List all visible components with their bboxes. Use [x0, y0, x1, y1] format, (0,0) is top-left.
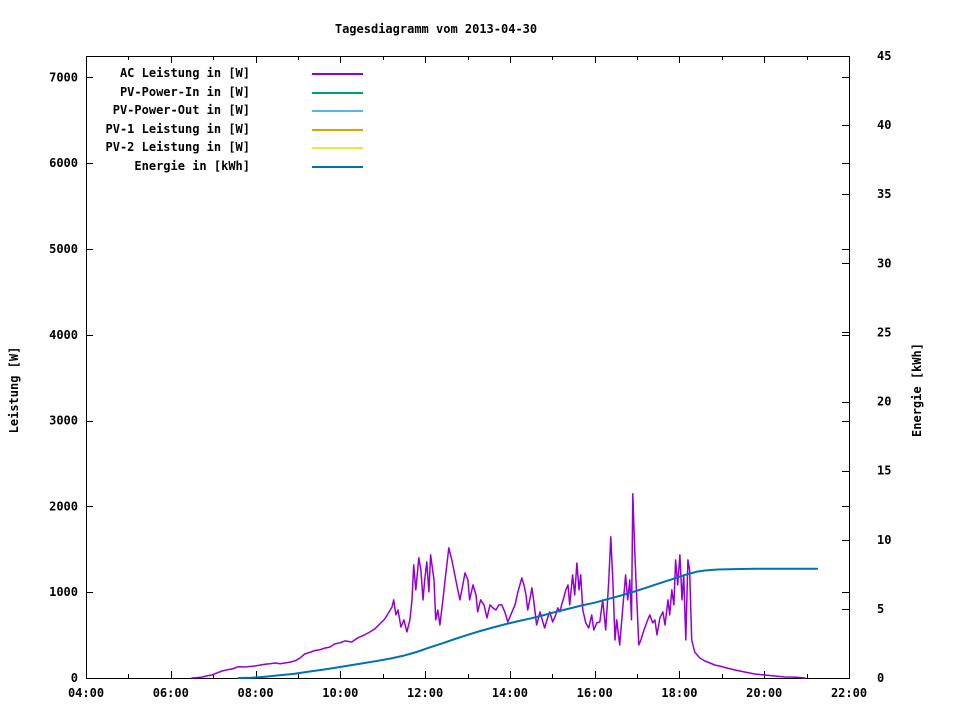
- y-tick-label: 7000: [49, 70, 78, 84]
- x-tick-label: 04:00: [68, 686, 104, 700]
- legend-line-sample: [312, 147, 363, 149]
- legend-item: Energie in [kWh]: [0, 157, 400, 176]
- legend-item: AC Leistung in [W]: [0, 64, 400, 83]
- legend-item: PV-2 Leistung in [W]: [0, 138, 400, 157]
- y-tick-label: 5000: [49, 242, 78, 256]
- ac-leistung-line: [191, 493, 806, 679]
- y-tick-label: 6000: [49, 156, 78, 170]
- legend-label: AC Leistung in [W]: [119, 66, 250, 80]
- x-tick-label: 18:00: [661, 686, 697, 700]
- axis-ticks: [86, 56, 850, 679]
- x-tick-label: 12:00: [407, 686, 443, 700]
- y-tick-label: 0: [71, 671, 78, 685]
- y-tick-label: 4000: [49, 328, 78, 342]
- legend-label: PV-2 Leistung in [W]: [105, 140, 251, 154]
- legend-label: Energie in [kWh]: [134, 159, 250, 173]
- y-tick-label: 3000: [49, 414, 78, 428]
- legend-item: PV-1 Leistung in [W]: [0, 120, 400, 139]
- y2-tick-label: 0: [877, 671, 884, 685]
- x-tick-label: 10:00: [322, 686, 358, 700]
- y2-tick-label: 35: [877, 187, 891, 201]
- y2-tick-label: 45: [877, 49, 891, 63]
- energie-line: [237, 567, 819, 679]
- legend-line-sample: [312, 92, 363, 94]
- y2-tick-label: 15: [877, 464, 891, 478]
- x-tick-label: 22:00: [831, 686, 867, 700]
- legend-line-sample: [312, 166, 363, 168]
- legend-line-sample: [312, 129, 363, 131]
- y2-tick-label: 10: [877, 533, 891, 547]
- tick-labels: 04:00 06:00 08:00 10:00 12:00 14:00 16:00 18:00…: [49, 49, 891, 700]
- y2-tick-label: 25: [877, 325, 891, 339]
- x-tick-label: 20:00: [746, 686, 782, 700]
- y2-tick-label: 40: [877, 118, 891, 132]
- y2-tick-label: 5: [877, 602, 884, 616]
- legend-line-sample: [312, 73, 363, 75]
- legend-item: PV-Power-Out in [W]: [0, 101, 400, 120]
- legend-label: PV-Power-Out in [W]: [112, 103, 250, 117]
- y-tick-label: 2000: [49, 499, 78, 513]
- legend-label: PV-1 Leistung in [W]: [105, 122, 251, 136]
- y-tick-label: 1000: [49, 585, 78, 599]
- x-tick-label: 08:00: [237, 686, 273, 700]
- x-tick-label: 14:00: [492, 686, 528, 700]
- y2-tick-label: 20: [877, 395, 891, 409]
- x-tick-label: 06:00: [153, 686, 189, 700]
- legend-item: PV-Power-In in [W]: [0, 83, 400, 102]
- legend-label: PV-Power-In in [W]: [119, 85, 250, 99]
- x-tick-label: 16:00: [577, 686, 613, 700]
- y2-tick-label: 30: [877, 256, 891, 270]
- chart-title: Tagesdiagramm vom 2013-04-30: [334, 22, 538, 36]
- legend-line-sample: [312, 110, 363, 112]
